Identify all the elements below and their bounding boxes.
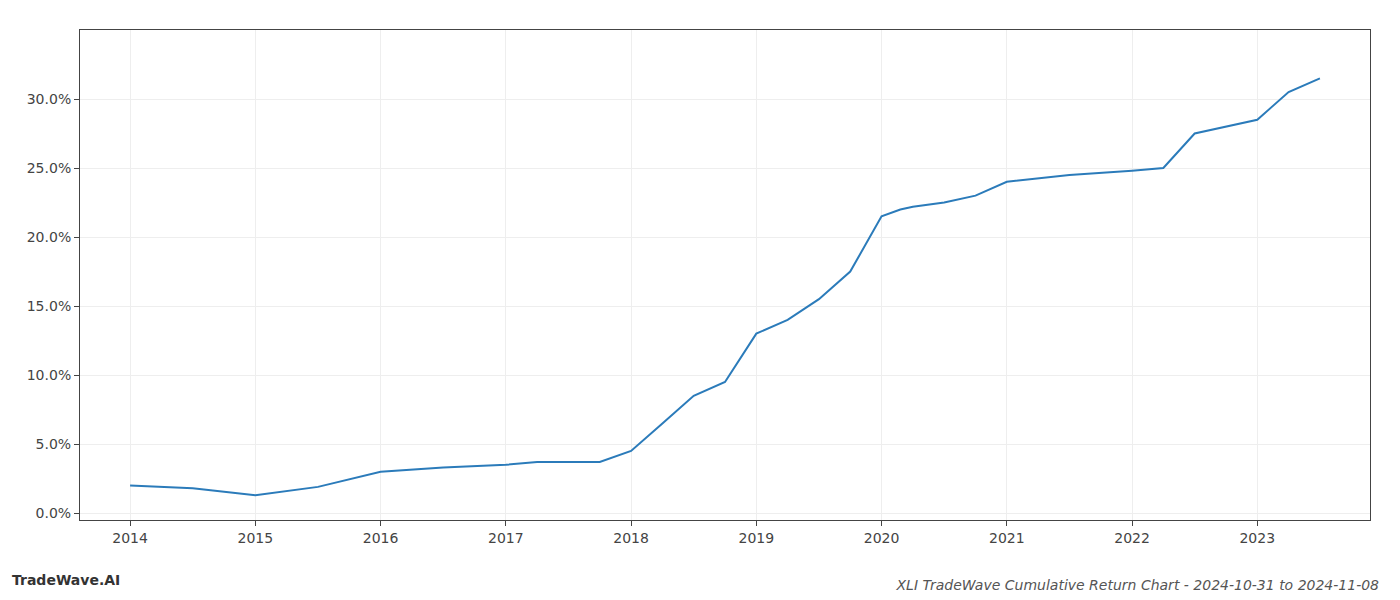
svg-text:10.0%: 10.0% xyxy=(27,367,71,383)
svg-text:15.0%: 15.0% xyxy=(27,298,71,314)
svg-text:2018: 2018 xyxy=(613,530,649,546)
svg-text:25.0%: 25.0% xyxy=(27,160,71,176)
svg-text:2019: 2019 xyxy=(738,530,774,546)
svg-text:2016: 2016 xyxy=(363,530,399,546)
svg-text:2015: 2015 xyxy=(238,530,274,546)
svg-text:2020: 2020 xyxy=(864,530,900,546)
svg-text:2014: 2014 xyxy=(112,530,148,546)
svg-text:XLI TradeWave Cumulative Retur: XLI TradeWave Cumulative Return Chart - … xyxy=(895,577,1379,593)
svg-text:2022: 2022 xyxy=(1114,530,1150,546)
svg-text:TradeWave.AI: TradeWave.AI xyxy=(12,572,120,588)
svg-text:0.0%: 0.0% xyxy=(36,505,72,521)
svg-text:2023: 2023 xyxy=(1239,530,1275,546)
svg-text:2021: 2021 xyxy=(989,530,1025,546)
svg-text:30.0%: 30.0% xyxy=(27,91,71,107)
svg-text:20.0%: 20.0% xyxy=(27,229,71,245)
svg-text:2017: 2017 xyxy=(488,530,524,546)
svg-text:5.0%: 5.0% xyxy=(36,436,72,452)
